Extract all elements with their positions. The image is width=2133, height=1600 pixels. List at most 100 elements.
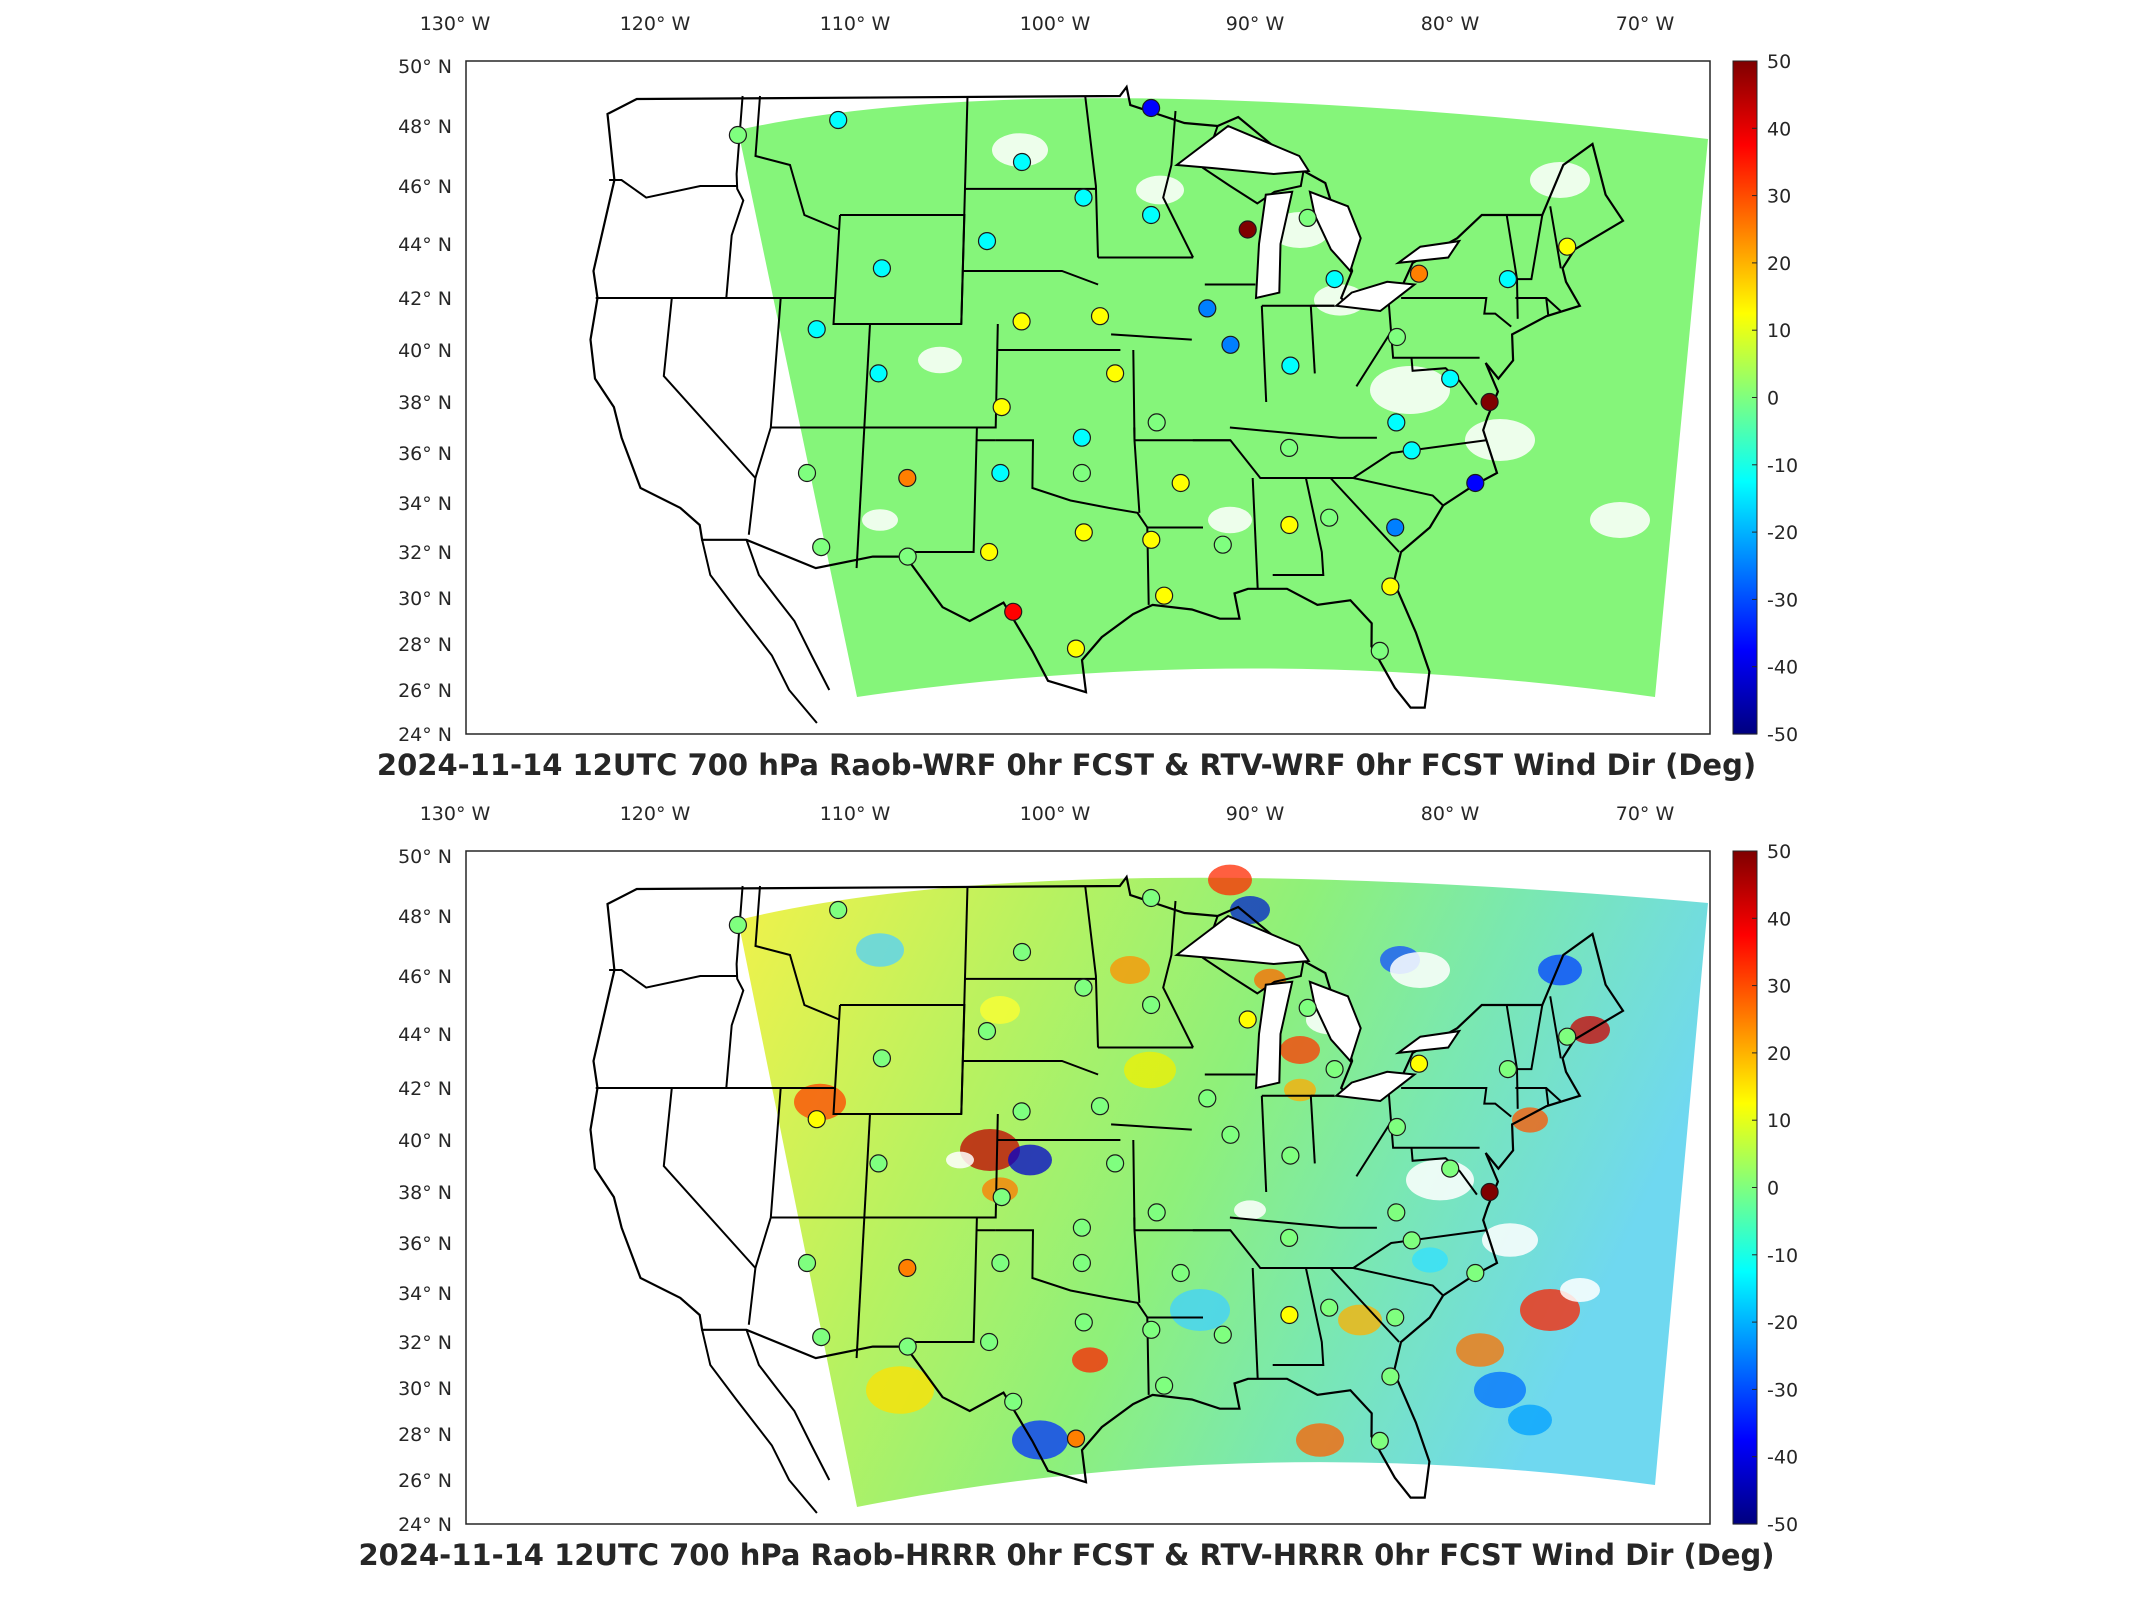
raob-station-marker [728,125,748,145]
raob-station-marker [1074,188,1093,207]
field-anomaly [856,933,904,967]
station-markers [728,98,1577,661]
lat-tick-label: 44° N [398,234,452,256]
lon-tick-label: 120° W [620,13,691,35]
lon-tick-label: 100° W [1020,803,1091,825]
raob-station-marker [872,1049,892,1068]
state-boundary [855,323,871,569]
lat-tick-label: 48° N [398,906,452,928]
raob-station-marker [1402,441,1421,460]
raob-station-marker [1072,1253,1092,1273]
raob-station-marker [1142,1320,1161,1339]
map-svg-wrf: 130° W 120° W 110° W 100° W 90° W 80° W 70° W … [398,13,1798,746]
field-anomaly [1520,1289,1580,1331]
state-boundary [1084,95,1099,258]
raob-station-marker [1370,1431,1389,1451]
state-boundary [1353,1267,1444,1297]
raob-station-marker [1012,942,1032,962]
state-boundary [1229,426,1377,439]
state-boundary [1545,297,1550,317]
raob-station-marker [1090,1097,1110,1116]
no-data-patch [992,133,1048,167]
state-boundary [609,969,738,989]
great-lake [1394,1029,1462,1055]
state-boundary [1387,297,1480,359]
raob-station-marker [1105,364,1125,383]
raob-station-marker [1221,1125,1240,1144]
mexico-coast [701,1329,818,1514]
raob-station-marker [1320,508,1339,527]
country-outline [589,84,1625,709]
raob-station-marker [1279,1228,1299,1247]
raob-station-marker [1325,1060,1344,1079]
colorbar-tick-label: 0 [1767,388,1779,410]
mexico-coast [701,539,818,724]
colorbar-tick-label: 10 [1767,320,1791,342]
lon-tick-label: 110° W [820,13,891,35]
raob-station-marker [1074,523,1093,542]
raob-station-marker [1074,1313,1093,1332]
colorbar-tick-label: 20 [1767,253,1791,275]
lon-tick-label: 70° W [1616,803,1675,825]
state-boundary [754,95,840,231]
lon-tick-label: 120° W [620,803,691,825]
state-boundary [1260,305,1268,403]
colorbar-tick-label: -10 [1767,455,1798,477]
lon-tick-label: 70° W [1616,13,1675,35]
state-boundary [1309,305,1316,374]
state-boundary [904,323,999,553]
raob-station-marker [1238,220,1257,239]
raob-station-marker [869,364,888,383]
colorbar-tick-label: -40 [1767,657,1798,679]
lat-tick-labels: 50° N 48° N 46° N 44° N 42° N 40° N 38° N 36° N… [398,56,452,746]
lat-tick-label: 40° N [398,340,452,362]
raob-station-marker [1141,205,1161,225]
raob-station-marker [869,1154,888,1173]
raob-station-marker [1221,335,1240,354]
field-anomaly [1474,1371,1526,1409]
lon-tick-label: 80° W [1421,803,1480,825]
raob-station-marker [1012,1102,1031,1121]
raob-station-marker [1381,577,1400,596]
field-anomaly [1338,1304,1382,1336]
raob-station-marker [872,259,892,278]
raob-station-marker [812,537,831,557]
raob-station-marker [1280,515,1299,535]
state-boundary [1132,349,1141,513]
colorbar: 50 40 30 20 10 0 -10 -20 -30 -40 -50 [1732,841,1798,1536]
state-boundary [1353,477,1444,507]
colorbar: 50 40 30 20 10 0 -10 -20 -30 -40 -50 [1732,51,1798,746]
lon-tick-label: 130° W [420,803,491,825]
colorbar-tick-label: -50 [1767,724,1798,746]
raob-station-marker [1171,473,1190,493]
lon-tick-label: 90° W [1226,13,1285,35]
raob-station-marker [1105,1154,1125,1173]
no-data-patch [862,509,898,531]
state-boundary [962,270,1099,286]
lat-tick-label: 34° N [398,493,452,515]
state-boundary [1517,214,1544,281]
lat-tick-label: 26° N [398,1470,452,1492]
state-boundary [1132,1139,1141,1303]
raob-station-marker [991,1253,1010,1273]
no-data-patch [1390,952,1450,988]
raob-station-marker [1558,1027,1577,1046]
raob-station-marker [1198,1089,1217,1108]
state-boundary [1111,333,1192,341]
field-anomaly [1208,864,1252,896]
lat-tick-label: 50° N [398,846,452,868]
colorbar-tick-label: 10 [1767,1110,1791,1132]
station-markers [728,888,1577,1451]
raob-station-marker [1154,586,1174,605]
state-boundary [662,1087,757,1269]
raob-station-marker [1072,463,1092,483]
great-lake [1333,1070,1418,1103]
raob-station-marker [1154,1376,1174,1395]
no-data-patch [1406,1159,1474,1201]
colorbar-tick-label: -30 [1767,1379,1798,1401]
state-boundary [995,1229,1150,1395]
raob-station-marker [1142,530,1161,549]
country-outline [589,874,1625,1499]
colorbar-tick-label: -20 [1767,522,1798,544]
colorbar-tick-label: 20 [1767,1043,1791,1065]
